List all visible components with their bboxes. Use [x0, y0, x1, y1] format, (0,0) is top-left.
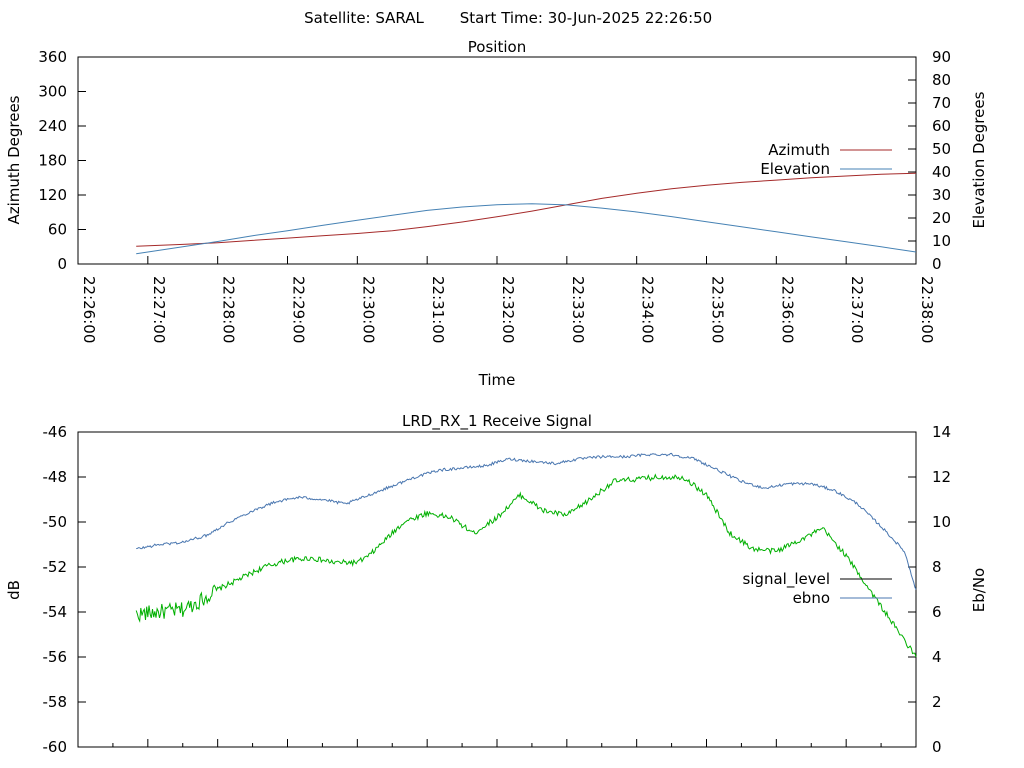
legend-label-signal_level: signal_level — [742, 570, 830, 589]
ytick-label: -58 — [43, 693, 68, 711]
ytick-label: -54 — [43, 603, 68, 621]
xtick-label: 22:27:00 — [150, 276, 168, 343]
ytick-label: -46 — [43, 423, 68, 441]
y2tick-label: 4 — [932, 648, 942, 666]
ytick-label: 180 — [38, 152, 67, 170]
ytick-label: -52 — [43, 558, 68, 576]
ytick-label: 60 — [48, 221, 67, 239]
y2tick-label: 50 — [932, 140, 951, 158]
position-chart: Position Time Azimuth Degrees Elevation … — [5, 38, 988, 389]
y2tick-label: 80 — [932, 71, 951, 89]
xtick-label: 22:36:00 — [778, 276, 796, 343]
y2tick-label: 6 — [932, 603, 942, 621]
signal-title: LRD_RX_1 Receive Signal — [402, 412, 592, 431]
xtick-label: 22:38:00 — [918, 276, 936, 343]
xtick-label: 22:32:00 — [499, 276, 517, 343]
xtick-label: 22:34:00 — [639, 276, 657, 343]
xtick-label: 22:31:00 — [429, 276, 447, 343]
y2tick-label: 70 — [932, 94, 951, 112]
legend-label-Azimuth: Azimuth — [768, 141, 830, 159]
xtick-label: 22:37:00 — [848, 276, 866, 343]
ytick-label: -50 — [43, 513, 68, 531]
position-y2label: Elevation Degrees — [970, 91, 988, 228]
xtick-label: 22:30:00 — [359, 276, 377, 343]
y2tick-label: 40 — [932, 163, 951, 181]
signal-y2label: Eb/No — [970, 568, 988, 612]
signal-ylabel: dB — [5, 580, 23, 600]
xtick-label: 22:33:00 — [569, 276, 587, 343]
series-line-Azimuth — [136, 172, 917, 247]
series-line-signal_level — [135, 473, 917, 658]
ytick-label: 0 — [57, 255, 67, 273]
position-ylabel: Azimuth Degrees — [5, 95, 23, 224]
signal-plot-frame — [77, 431, 917, 748]
y2tick-label: 60 — [932, 117, 951, 135]
y2tick-label: 20 — [932, 209, 951, 227]
ytick-label: -56 — [43, 648, 68, 666]
start-time-label: Start Time: 30-Jun-2025 22:26:50 — [460, 9, 712, 27]
y2tick-label: 14 — [932, 423, 951, 441]
satellite-label: Satellite: SARAL — [304, 9, 424, 27]
y2tick-label: 2 — [932, 693, 942, 711]
xtick-label: 22:28:00 — [220, 276, 238, 343]
xtick-label: 22:29:00 — [290, 276, 308, 343]
series-line-ebno — [136, 452, 917, 590]
legend-label-Elevation: Elevation — [760, 160, 830, 178]
ytick-label: -60 — [43, 738, 68, 756]
y2tick-label: 10 — [932, 232, 951, 250]
signal-chart: LRD_RX_1 Receive Signal dB Eb/No -60 -58 -… — [5, 412, 988, 756]
ytick-label: 360 — [38, 48, 67, 66]
ytick-label: 240 — [38, 117, 67, 135]
xtick-label: 22:35:00 — [709, 276, 727, 343]
y2tick-label: 0 — [932, 255, 942, 273]
ytick-label: -48 — [43, 468, 68, 486]
y2tick-label: 0 — [932, 738, 942, 756]
legend-label-ebno: ebno — [793, 589, 830, 607]
ytick-label: 120 — [38, 186, 67, 204]
y2tick-label: 8 — [932, 558, 942, 576]
y2tick-label: 90 — [932, 48, 951, 66]
position-xlabel: Time — [478, 371, 516, 389]
position-title: Position — [468, 38, 526, 56]
xtick-label: 22:26:00 — [80, 276, 98, 343]
y2tick-label: 10 — [932, 513, 951, 531]
y2tick-label: 12 — [932, 468, 951, 486]
y2tick-label: 30 — [932, 186, 951, 204]
series-line-Elevation — [136, 203, 917, 255]
ytick-label: 300 — [38, 83, 67, 101]
